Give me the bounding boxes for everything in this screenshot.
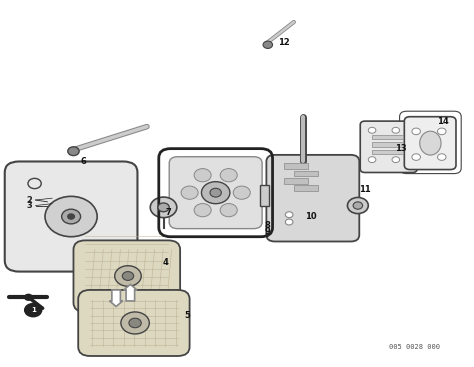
Text: 5: 5 [184,311,190,320]
Text: 3: 3 [27,201,32,210]
Circle shape [122,272,134,280]
Circle shape [285,212,293,218]
Ellipse shape [419,131,441,155]
FancyBboxPatch shape [78,290,190,356]
Bar [294,171,318,176]
Text: 10: 10 [305,212,316,221]
Bar [372,150,403,154]
Circle shape [412,128,420,135]
FancyBboxPatch shape [5,161,137,272]
Text: 12: 12 [279,38,290,47]
Text: 13: 13 [395,144,406,153]
Circle shape [68,214,74,219]
Text: 7: 7 [165,208,171,217]
Text: 1: 1 [31,307,36,313]
Circle shape [438,154,446,160]
Circle shape [392,127,400,133]
Bar [260,185,269,206]
Circle shape [412,154,420,160]
FancyBboxPatch shape [73,240,180,312]
Circle shape [368,127,376,133]
Circle shape [347,197,368,214]
Text: 11: 11 [359,185,371,193]
Circle shape [158,203,169,212]
Circle shape [181,186,198,199]
Text: 2: 2 [27,196,32,204]
Circle shape [438,128,446,135]
Circle shape [233,186,250,199]
FancyArrow shape [109,290,123,306]
Bar [284,178,308,184]
Circle shape [25,304,42,317]
Text: 6: 6 [80,157,86,166]
Circle shape [150,197,177,218]
FancyBboxPatch shape [404,117,456,170]
Bar [294,185,318,191]
Bar [284,163,308,169]
Circle shape [353,202,363,209]
Text: 9: 9 [265,227,271,236]
Circle shape [220,168,237,182]
Circle shape [45,196,97,237]
FancyBboxPatch shape [169,157,262,229]
Bar [372,142,403,147]
Text: 005 0028 000: 005 0028 000 [389,344,440,350]
FancyBboxPatch shape [360,121,417,172]
Circle shape [263,41,273,48]
Circle shape [194,168,211,182]
Circle shape [25,294,32,300]
Text: 4: 4 [163,258,169,267]
Text: 14: 14 [438,117,449,126]
Circle shape [392,157,400,163]
Circle shape [129,318,141,328]
Bar [372,135,403,139]
Text: 8: 8 [265,221,271,230]
Circle shape [210,188,221,197]
FancyBboxPatch shape [266,155,359,241]
Circle shape [115,266,141,286]
Circle shape [285,219,293,225]
Circle shape [28,178,41,189]
Circle shape [201,182,230,204]
Circle shape [368,157,376,163]
Circle shape [68,147,79,156]
FancyArrow shape [124,284,137,301]
Circle shape [121,312,149,334]
Circle shape [220,204,237,217]
Circle shape [194,204,211,217]
Circle shape [62,209,81,224]
